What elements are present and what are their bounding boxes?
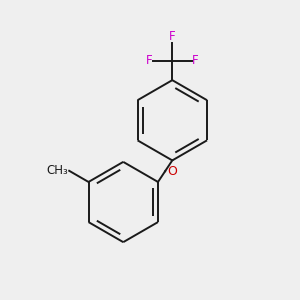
Text: F: F [146,54,153,67]
Text: F: F [192,54,198,67]
Text: O: O [167,165,177,178]
Text: CH₃: CH₃ [46,164,68,177]
Text: F: F [169,30,175,43]
